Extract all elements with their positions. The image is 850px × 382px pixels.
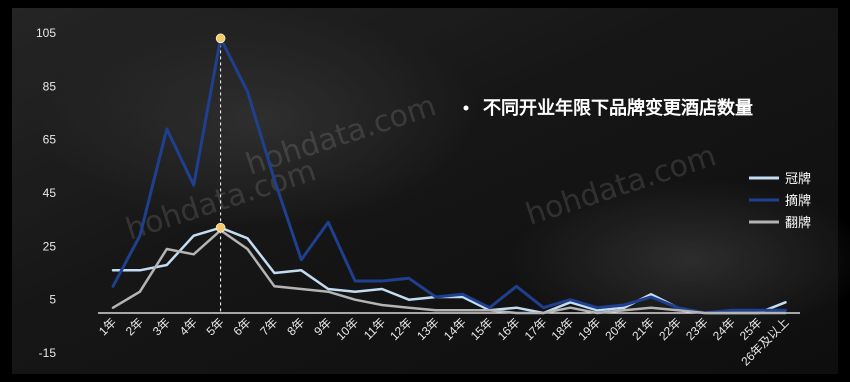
data-point — [515, 285, 518, 287]
data-point — [596, 312, 598, 314]
y-tick-label: 5 — [49, 293, 56, 307]
data-point — [731, 312, 733, 314]
data-point — [273, 272, 275, 274]
y-axis: 105 85 65 45 25 5 -15 — [36, 26, 56, 360]
data-point — [623, 304, 625, 306]
legend-label: 摘牌 — [785, 193, 811, 209]
data-point — [489, 309, 491, 311]
data-point — [542, 307, 545, 309]
data-point — [462, 309, 464, 311]
data-point — [408, 299, 410, 301]
data-point — [731, 309, 733, 311]
y-tick-label: 85 — [43, 79, 57, 93]
data-point — [435, 296, 437, 298]
data-point — [327, 291, 329, 293]
data-point — [166, 264, 168, 266]
data-point — [784, 312, 787, 314]
legend-label: 冠牌 — [785, 171, 811, 187]
data-point — [596, 307, 598, 309]
data-point — [327, 288, 329, 290]
data-point — [569, 307, 571, 309]
y-tick-label: 25 — [43, 239, 57, 253]
legend-label: 翻牌 — [785, 215, 811, 231]
highlight-markers — [215, 33, 226, 233]
data-point — [193, 184, 195, 186]
series-line — [111, 229, 787, 315]
highlight-marker — [215, 33, 226, 44]
title-bullet — [463, 105, 469, 111]
data-point — [246, 237, 249, 239]
data-point — [327, 221, 329, 223]
series-line — [111, 36, 787, 315]
data-point — [112, 307, 114, 309]
data-point — [408, 277, 410, 279]
y-tick-label: 65 — [43, 133, 57, 147]
y-tick-label: -15 — [39, 346, 57, 360]
data-point — [139, 291, 141, 293]
data-point — [112, 269, 114, 271]
background-texture — [510, 180, 850, 340]
data-point — [515, 312, 518, 314]
data-point — [569, 301, 571, 303]
data-point — [139, 269, 141, 271]
data-point — [569, 299, 571, 301]
data-point — [381, 304, 383, 306]
data-point — [784, 309, 787, 311]
data-point — [193, 253, 195, 255]
data-point — [139, 235, 141, 237]
data-point — [381, 280, 383, 282]
data-point — [112, 285, 114, 287]
data-point — [273, 179, 275, 181]
data-point — [784, 301, 787, 303]
highlight-marker — [215, 222, 226, 233]
data-point — [435, 309, 437, 311]
data-point — [650, 307, 652, 309]
data-point — [246, 248, 249, 250]
chart-title: 不同开业年限下品牌变更酒店数量 — [483, 97, 753, 119]
data-point — [623, 309, 625, 311]
data-point — [677, 309, 679, 311]
data-point — [246, 91, 249, 93]
data-point — [300, 288, 302, 290]
data-point — [354, 280, 356, 282]
data-point — [650, 293, 652, 295]
data-point — [462, 293, 464, 295]
data-point — [193, 235, 195, 237]
data-point — [650, 296, 652, 298]
series-group — [111, 36, 787, 315]
data-point — [462, 296, 464, 298]
data-point — [354, 291, 356, 293]
data-point — [515, 307, 518, 309]
data-point — [273, 285, 275, 287]
data-point — [596, 309, 598, 311]
data-point — [489, 307, 491, 309]
background-texture — [40, 10, 480, 230]
data-point — [381, 288, 383, 290]
data-point — [542, 312, 545, 314]
data-point — [408, 307, 410, 309]
data-point — [758, 312, 760, 314]
data-point — [300, 269, 302, 271]
y-tick-label: 45 — [43, 186, 57, 200]
data-point — [166, 248, 168, 250]
data-point — [677, 307, 679, 309]
data-point — [704, 312, 706, 314]
data-point — [758, 309, 760, 311]
data-point — [166, 128, 168, 130]
data-point — [354, 299, 356, 301]
data-point — [300, 259, 302, 261]
y-tick-label: 105 — [36, 26, 56, 40]
data-point — [623, 307, 625, 309]
